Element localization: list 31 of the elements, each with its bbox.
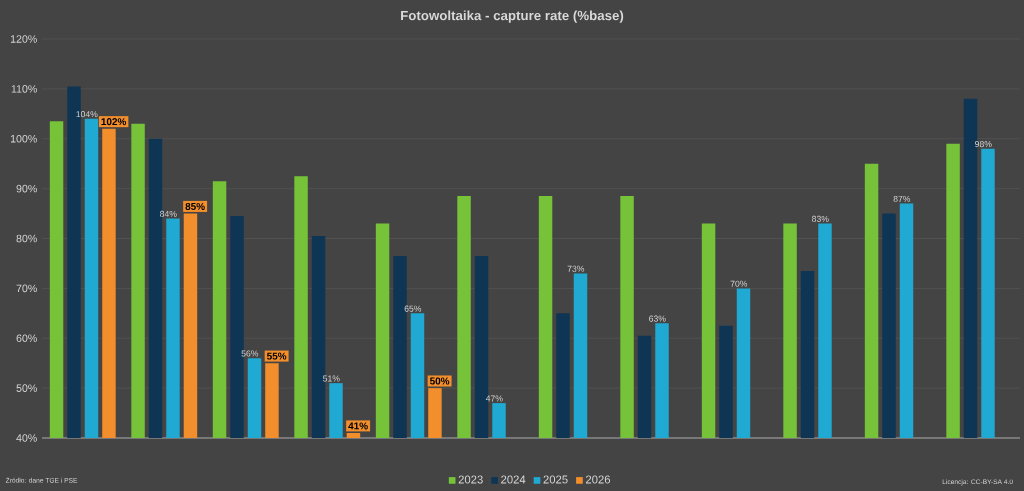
data-label: 63% — [649, 315, 666, 322]
y-tick-label: 100% — [10, 134, 37, 143]
data-label: 56% — [241, 350, 259, 357]
data-label: 98% — [975, 141, 992, 148]
y-tick-label: 50% — [16, 384, 37, 392]
y-tick-label: 110% — [11, 85, 37, 93]
y-tick-label: 40% — [16, 434, 37, 442]
legend-label: 2025 — [543, 475, 568, 484]
data-label: 47% — [485, 395, 503, 402]
data-label: 70% — [730, 280, 748, 287]
data-label: 104% — [76, 111, 98, 118]
data-label: 41% — [348, 422, 368, 430]
data-label: 50% — [429, 377, 450, 385]
data-label: 51% — [323, 375, 340, 382]
data-label: 55% — [266, 352, 287, 360]
data-label: 83% — [812, 215, 829, 222]
legend-label: 2024 — [501, 475, 526, 484]
y-tick-label: 80% — [16, 234, 37, 243]
data-label: 65% — [404, 305, 422, 312]
data-label: 85% — [185, 202, 205, 210]
y-tick-label: 120% — [10, 35, 37, 43]
y-tick-label: 70% — [16, 284, 37, 293]
data-label: 84% — [160, 210, 177, 217]
y-tick-label: 90% — [16, 184, 37, 193]
data-label: 87% — [893, 195, 911, 202]
y-tick-label: 60% — [16, 334, 37, 343]
legend-label: 2023 — [458, 475, 483, 484]
data-label: 102% — [101, 118, 127, 126]
chart-title: Fotowoltaika - capture rate (%base) — [401, 10, 624, 23]
data-label: 73% — [567, 265, 585, 272]
legend-label: 2026 — [585, 475, 611, 484]
